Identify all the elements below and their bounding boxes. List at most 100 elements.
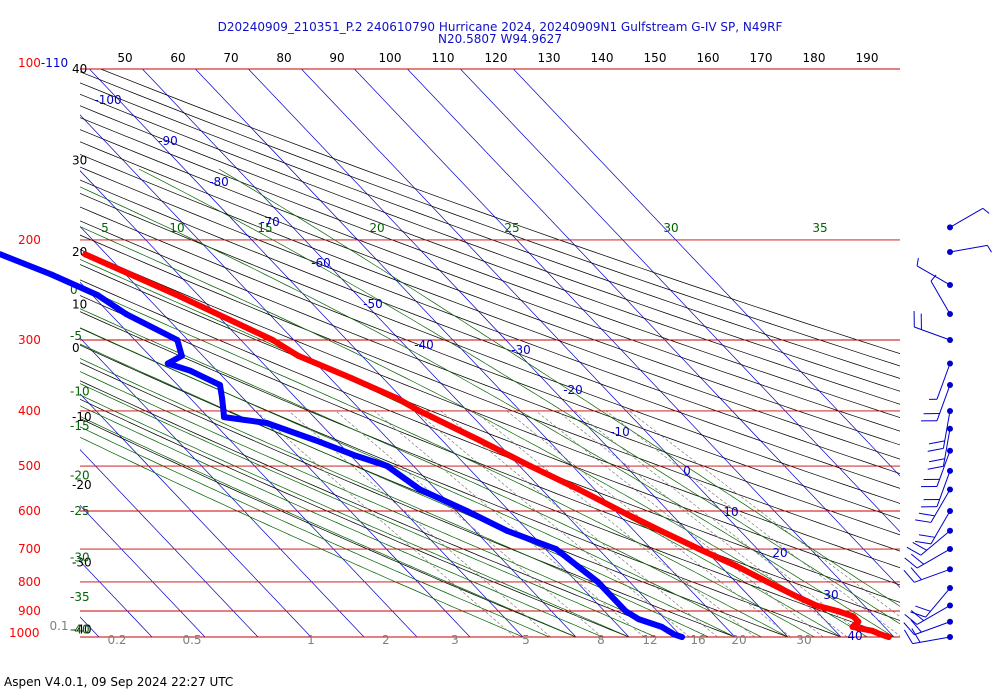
pressure-label: 300 — [18, 333, 41, 347]
isotherm-label: 20 — [772, 546, 787, 560]
temperature-profile-point — [394, 395, 400, 402]
dry-adiabat-label: -10 — [72, 410, 92, 424]
dewpoint-profile-point — [187, 367, 194, 374]
dewpoint-profile-point — [0, 251, 4, 258]
moist-adiabat-label: -40 — [70, 622, 90, 636]
moist-adiabat-label: -35 — [70, 590, 90, 604]
pressure-label: 700 — [18, 542, 41, 556]
pressure-label: 500 — [18, 459, 41, 473]
dry-adiabat-label: 30 — [72, 154, 87, 168]
isotherm-line — [80, 337, 365, 638]
top-axis-label: 190 — [856, 51, 879, 65]
temperature-profile-point — [869, 627, 876, 634]
temperature-profile-point — [834, 608, 841, 614]
top-axis-label: 120 — [485, 51, 508, 65]
isotherm-line — [142, 69, 683, 638]
dry-adiabat-label: -30 — [72, 556, 92, 570]
dry-adiabat-line — [80, 129, 900, 432]
dewpoint-profile-point — [221, 414, 227, 421]
isotherm-line — [80, 281, 418, 638]
temperature-profile-point — [885, 634, 892, 640]
isotherm-label: -60 — [311, 256, 331, 270]
moist-adiabat-line — [80, 383, 656, 638]
temperature-profile-point — [878, 631, 884, 638]
top-axis-label: 110 — [432, 51, 455, 65]
theta-label: 30 — [663, 221, 678, 235]
isotherm-label: -70 — [260, 215, 280, 229]
chart-title: D20240909_210351_P.2 240610790 Hurricane… — [0, 21, 1000, 45]
wind-barb — [913, 311, 953, 344]
moist-adiabat-line — [218, 168, 900, 607]
dry-adiabat-label: -40 — [72, 622, 92, 636]
mixing-ratio-label: 2 — [382, 633, 390, 647]
isotherm-label: -50 — [363, 297, 383, 311]
dewpoint-profile-point — [220, 408, 227, 414]
dry-adiabat-line — [100, 69, 900, 355]
moist-adiabat-line — [80, 436, 524, 638]
dewpoint-profile-point — [219, 395, 226, 402]
temperature-profile-point — [173, 292, 180, 298]
theta-label: 35 — [812, 221, 827, 235]
top-axis-label: 70 — [223, 51, 238, 65]
dry-adiabat-line — [80, 327, 842, 638]
wind-barb — [903, 628, 953, 645]
moist-adiabat-label: -20 — [70, 469, 90, 483]
dry-adiabat-line — [80, 344, 789, 638]
mixing-ratio-label: 12 — [642, 633, 657, 647]
theta-label: 25 — [504, 221, 519, 235]
moist-adiabat-line — [80, 285, 815, 638]
dry-adiabat-line — [80, 179, 900, 489]
moist-adiabat-line — [80, 258, 842, 638]
isotherm-line — [354, 69, 895, 638]
dry-adiabat-line — [80, 93, 900, 392]
title-line-1: D20240909_210351_P.2 240610790 Hurricane… — [217, 20, 783, 34]
dry-adiabat-line — [80, 105, 900, 405]
wind-barb — [915, 486, 953, 523]
temperature-profile-point — [269, 337, 276, 343]
moist-adiabat-label: -25 — [70, 504, 90, 518]
isotherm-line — [460, 69, 900, 533]
mixing-ratio-label: 5 — [522, 633, 530, 647]
dewpoint-profile-point — [164, 360, 171, 367]
wind-barb — [927, 425, 953, 470]
temperature-profile-point — [527, 463, 534, 469]
temperature-profile-point — [416, 408, 423, 414]
dry-adiabat-line — [80, 398, 630, 638]
isotherm-label: 40 — [847, 629, 862, 643]
dry-adiabat-line — [80, 295, 900, 621]
dewpoint-profile-point — [123, 311, 130, 317]
top-axis-label: 60 — [170, 51, 185, 65]
dewpoint-profile-point — [463, 508, 470, 514]
temperature-profile-point — [764, 579, 771, 585]
isotherm-line — [301, 69, 842, 638]
top-axis-label: 150 — [644, 51, 667, 65]
top-axis-label: 140 — [591, 51, 614, 65]
moist-adiabat-line — [138, 168, 900, 625]
dewpoint-profile-point — [178, 352, 185, 359]
dry-adiabat-line — [80, 279, 900, 603]
temperature-profile-point — [813, 602, 820, 609]
wind-barb — [910, 585, 953, 618]
isotherm-label: -90 — [158, 134, 178, 148]
dry-adiabat-line — [80, 166, 900, 474]
mixing-ratio-label: 8 — [597, 633, 605, 647]
top-axis-label: 130 — [538, 51, 561, 65]
wind-barb — [916, 257, 953, 288]
isotherm-line — [80, 170, 524, 638]
temperature-profile-point — [849, 623, 856, 630]
moist-adiabat-line — [80, 405, 603, 638]
dry-adiabat-line — [80, 153, 900, 460]
moist-adiabat-line — [80, 343, 736, 638]
dewpoint-profile-point — [594, 579, 601, 585]
moist-adiabat-label: -30 — [70, 551, 90, 565]
moist-adiabat-line — [80, 416, 577, 638]
dewpoint-profile-point — [635, 616, 642, 623]
temperature-profile-point — [295, 352, 302, 359]
temperature-profile-point — [82, 251, 89, 258]
mixing-ratio-label: 0.2 — [107, 633, 126, 647]
dewpoint-profile-point — [553, 546, 559, 552]
dry-adiabat-label: 0 — [72, 341, 80, 355]
dewpoint-profile — [0, 251, 685, 640]
temperature-profile-point — [476, 437, 482, 443]
dry-adiabat-label: -20 — [72, 478, 92, 492]
